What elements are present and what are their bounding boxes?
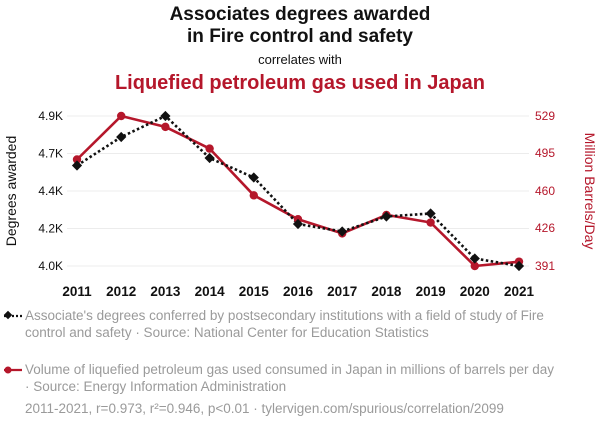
data-point-degrees — [469, 253, 480, 264]
legend-swatch-solid-circle — [4, 366, 22, 374]
x-tick-label: 2018 — [371, 284, 402, 299]
x-tick-label: 2020 — [460, 284, 490, 299]
y-left-tick-label: 4.7K — [38, 147, 63, 161]
y-right-tick-label: 391 — [535, 259, 555, 273]
y-left-tick-label: 4.2K — [38, 222, 63, 236]
x-tick-label: 2014 — [195, 284, 226, 299]
legend-swatch-dotted-diamond — [3, 310, 22, 320]
y-right-tick-label: 529 — [535, 109, 555, 123]
data-point-degrees — [71, 160, 83, 171]
legend-label-degrees: Associate's degrees conferred by postsec… — [25, 308, 544, 340]
x-tick-label: 2019 — [416, 284, 446, 299]
x-tick-label: 2012 — [106, 284, 136, 299]
data-point-lpg — [249, 191, 258, 200]
gridlines — [67, 115, 529, 267]
data-point-lpg — [426, 218, 435, 227]
data-point-degrees — [513, 260, 525, 272]
x-tick-label: 2021 — [504, 284, 535, 299]
y-right-tick-label: 460 — [535, 184, 555, 198]
data-point-degrees — [248, 172, 259, 183]
x-tick-label: 2016 — [283, 284, 314, 299]
x-tick-label: 2017 — [327, 284, 357, 299]
y-left-axis-label: Degrees awarded — [3, 136, 19, 247]
legend-label-lpg: Volume of liquefied petroleum gas used c… — [25, 362, 555, 394]
series-line-degrees — [76, 114, 520, 268]
chart-title-line-2: in Fire control and safety — [187, 26, 413, 47]
x-tick-label: 2015 — [239, 284, 270, 299]
y-left-tick-label: 4.0K — [38, 259, 63, 273]
x-tick-label: 2013 — [150, 284, 181, 299]
chart-title-secondary: Liquefied petroleum gas used in Japan — [114, 72, 486, 94]
data-point-lpg — [470, 261, 479, 271]
data-point-degrees — [204, 152, 215, 164]
stats-footer: 2011-2021, r=0.973, r²=0.946, p<0.01 · t… — [25, 401, 504, 416]
series-markers — [71, 110, 525, 272]
data-point-degrees — [160, 110, 171, 122]
y-right-tick-label: 426 — [535, 221, 555, 235]
x-tick-label: 2011 — [62, 284, 92, 299]
data-point-lpg — [161, 122, 170, 132]
chart-title-line-1: Associates degrees awarded — [169, 4, 431, 25]
axes: 4.0K 4.2K 4.4K 4.7K 4.9K 391 426 460 495 529 2011 2… — [3, 109, 598, 299]
title-block: Associates degrees awarded in Fire contr… — [0, 4, 600, 96]
chart-subtitle: correlates with — [258, 52, 342, 67]
data-point-lpg — [72, 155, 82, 164]
data-point-lpg — [117, 111, 126, 121]
data-point-lpg — [205, 144, 214, 153]
y-left-tick-label: 4.4K — [38, 184, 63, 198]
y-left-tick-label: 4.9K — [38, 109, 63, 123]
y-right-axis-label: Million Barrels/Day — [582, 133, 598, 250]
y-right-tick-label: 495 — [535, 146, 555, 160]
data-point-degrees — [116, 131, 127, 143]
